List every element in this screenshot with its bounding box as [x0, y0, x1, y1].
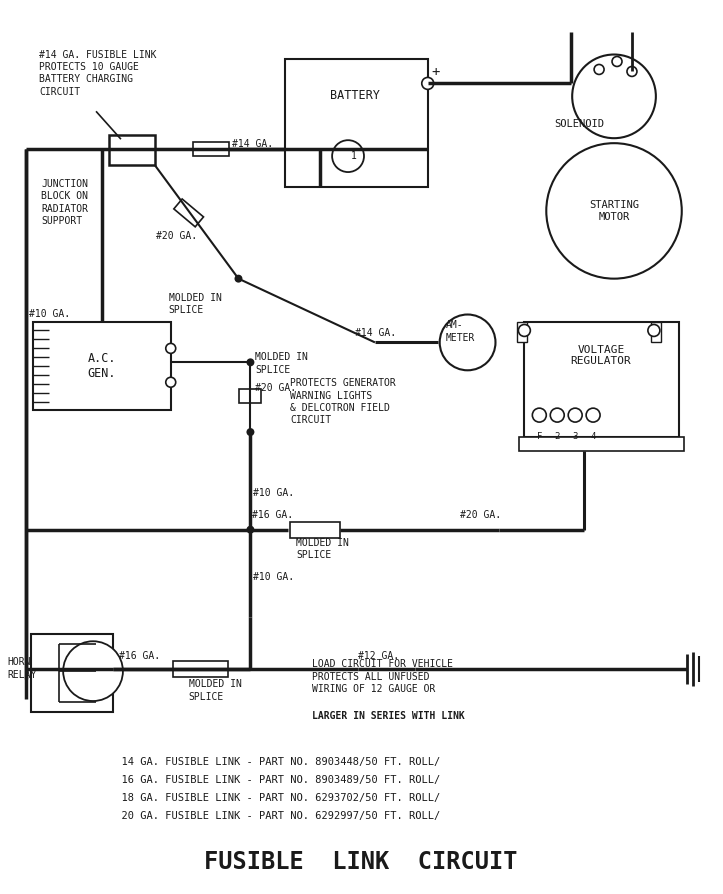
Text: BATTERY: BATTERY: [330, 89, 380, 103]
Text: #10 GA.: #10 GA.: [254, 488, 294, 498]
Bar: [290, 522, 340, 537]
Text: SOLENOID: SOLENOID: [555, 119, 604, 130]
Text: 2: 2: [555, 432, 560, 441]
Bar: [31, 634, 113, 712]
Text: #20 GA.: #20 GA.: [460, 510, 501, 519]
Bar: [524, 323, 679, 437]
Bar: [174, 199, 203, 227]
Bar: [519, 437, 684, 451]
Text: #14 GA. FUSIBLE LINK
PROTECTS 10 GAUGE
BATTERY CHARGING
CIRCUIT: #14 GA. FUSIBLE LINK PROTECTS 10 GAUGE B…: [39, 49, 157, 97]
Text: +: +: [432, 65, 440, 80]
Text: #20 GA.: #20 GA.: [155, 231, 197, 240]
Text: VOLTAGE
REGULATOR: VOLTAGE REGULATOR: [570, 344, 631, 367]
Text: #16 GA.: #16 GA.: [119, 651, 160, 662]
Bar: [109, 135, 155, 165]
Text: A.C.
GEN.: A.C. GEN.: [87, 352, 116, 380]
Bar: [239, 389, 262, 403]
Text: LOAD CIRCUIT FOR VEHICLE
PROTECTS ALL UNFUSED
WIRING OF 12 GAUGE OR: LOAD CIRCUIT FOR VEHICLE PROTECTS ALL UN…: [312, 659, 453, 694]
Text: MOLDED IN
SPLICE: MOLDED IN SPLICE: [168, 292, 222, 315]
Text: #16 GA.: #16 GA.: [252, 510, 294, 519]
Circle shape: [568, 409, 582, 422]
Circle shape: [166, 343, 176, 353]
Bar: [33, 323, 171, 410]
Circle shape: [532, 409, 547, 422]
Text: STARTING
MOTOR: STARTING MOTOR: [589, 200, 639, 222]
Circle shape: [234, 274, 242, 283]
Text: HORN
RELAY: HORN RELAY: [7, 657, 37, 679]
Text: MOLDED IN
SPLICE: MOLDED IN SPLICE: [255, 352, 308, 375]
Text: 16 GA. FUSIBLE LINK - PART NO. 8903489/50 FT. ROLL/: 16 GA. FUSIBLE LINK - PART NO. 8903489/5…: [109, 775, 440, 785]
Bar: [192, 142, 228, 156]
Text: #14 GA.: #14 GA.: [233, 139, 273, 149]
Bar: [174, 662, 228, 677]
Text: #20 GA.: #20 GA.: [255, 384, 296, 393]
Text: 18 GA. FUSIBLE LINK - PART NO. 6293702/50 FT. ROLL/: 18 GA. FUSIBLE LINK - PART NO. 6293702/5…: [109, 793, 440, 803]
Circle shape: [332, 140, 364, 172]
Circle shape: [627, 66, 637, 76]
Circle shape: [166, 377, 176, 387]
Text: MOLDED IN
SPLICE: MOLDED IN SPLICE: [296, 537, 349, 560]
Bar: [651, 323, 661, 342]
Text: #14 GA.: #14 GA.: [355, 328, 396, 339]
Text: AM-
METER: AM- METER: [445, 320, 475, 343]
Text: 14 GA. FUSIBLE LINK - PART NO. 8903448/50 FT. ROLL/: 14 GA. FUSIBLE LINK - PART NO. 8903448/5…: [109, 757, 440, 767]
Bar: [286, 60, 428, 187]
Circle shape: [586, 409, 600, 422]
Circle shape: [63, 641, 123, 701]
Text: LARGER IN SERIES WITH LINK: LARGER IN SERIES WITH LINK: [312, 711, 465, 721]
Circle shape: [550, 409, 564, 422]
Text: #12 GA.: #12 GA.: [358, 651, 399, 662]
Text: MOLDED IN
SPLICE: MOLDED IN SPLICE: [189, 679, 241, 702]
Circle shape: [247, 358, 254, 367]
Text: JUNCTION
BLOCK ON
RADIATOR
SUPPORT: JUNCTION BLOCK ON RADIATOR SUPPORT: [41, 179, 88, 226]
Text: PROTECTS GENERATOR
WARNING LIGHTS
& DELCOTRON FIELD
CIRCUIT: PROTECTS GENERATOR WARNING LIGHTS & DELC…: [290, 378, 396, 426]
Text: 1: 1: [351, 151, 357, 161]
Text: 20 GA. FUSIBLE LINK - PART NO. 6292997/50 FT. ROLL/: 20 GA. FUSIBLE LINK - PART NO. 6292997/5…: [109, 811, 440, 821]
Text: 4: 4: [591, 432, 596, 441]
Circle shape: [648, 325, 660, 336]
Circle shape: [518, 325, 531, 336]
Text: 3: 3: [573, 432, 578, 441]
Bar: [518, 323, 527, 342]
Circle shape: [440, 315, 495, 370]
Circle shape: [422, 78, 434, 89]
Circle shape: [247, 526, 254, 534]
Circle shape: [612, 56, 622, 66]
Circle shape: [547, 143, 682, 279]
Text: #10 GA.: #10 GA.: [29, 308, 70, 318]
Text: FUSIBLE  LINK  CIRCUIT: FUSIBLE LINK CIRCUIT: [205, 850, 518, 874]
Text: F: F: [536, 432, 542, 441]
Circle shape: [247, 428, 254, 436]
Text: #10 GA.: #10 GA.: [254, 571, 294, 581]
Circle shape: [572, 55, 656, 139]
Circle shape: [594, 64, 604, 74]
